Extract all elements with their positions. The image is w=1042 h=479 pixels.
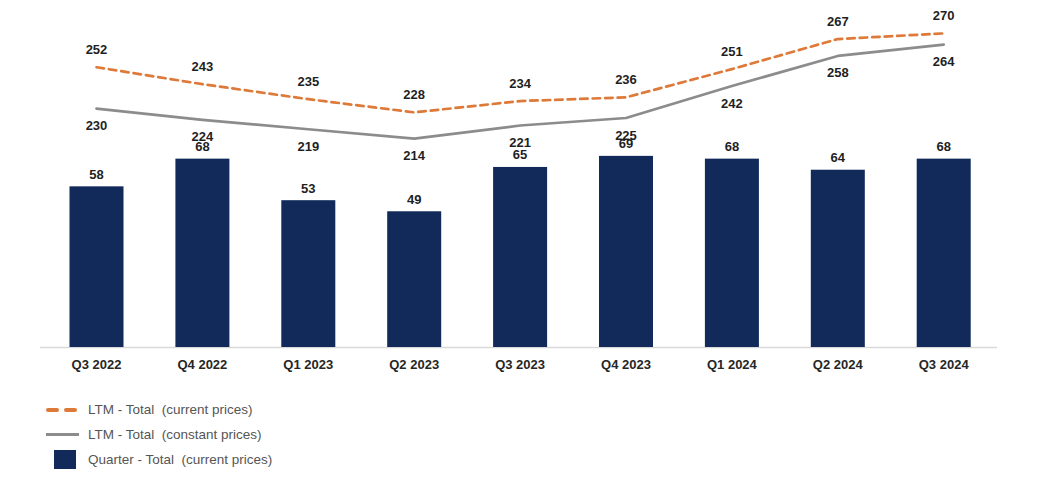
bar-q3-2022 bbox=[70, 186, 124, 347]
x-axis-label: Q1 2023 bbox=[283, 357, 333, 372]
x-axis-label: Q3 2023 bbox=[495, 357, 545, 372]
bar-value-label: 64 bbox=[831, 150, 846, 165]
bar-value-label: 68 bbox=[725, 139, 739, 154]
ltm-current-value-label: 267 bbox=[827, 14, 849, 29]
solid-line-swatch-icon bbox=[46, 433, 84, 436]
line-segment-icon bbox=[46, 433, 79, 436]
ltm-constant-prices-line bbox=[97, 45, 944, 139]
legend-item-ltm-constant-prices: LTM - Total (constant prices) bbox=[46, 422, 272, 447]
ltm-constant-value-label: 242 bbox=[721, 96, 743, 111]
bar-q1-2024 bbox=[705, 159, 759, 347]
ltm-current-value-label: 236 bbox=[615, 72, 637, 87]
legend-item-ltm-current-prices: LTM - Total (current prices) bbox=[46, 397, 272, 422]
legend-label-ltm-constant-prices: LTM - Total (constant prices) bbox=[88, 427, 262, 442]
ltm-current-value-label: 243 bbox=[192, 59, 214, 74]
bar-value-label: 49 bbox=[407, 192, 421, 207]
ltm-current-prices-line bbox=[97, 33, 944, 112]
ltm-constant-value-label: 224 bbox=[192, 129, 214, 144]
bar-q1-2023 bbox=[281, 200, 335, 347]
bar-value-label: 53 bbox=[301, 181, 315, 196]
bar-value-label: 68 bbox=[936, 139, 950, 154]
ltm-constant-value-label: 258 bbox=[827, 65, 849, 80]
bar-swatch-icon bbox=[46, 450, 84, 469]
ltm-current-value-label: 228 bbox=[403, 87, 425, 102]
square-swatch-icon bbox=[54, 450, 76, 469]
ltm-current-value-label: 252 bbox=[86, 42, 108, 57]
bar-q3-2024 bbox=[917, 159, 971, 347]
dash-segment-icon bbox=[64, 408, 77, 412]
legend-label-ltm-current-prices: LTM - Total (current prices) bbox=[88, 402, 253, 417]
chart-legend: LTM - Total (current prices) LTM - Total… bbox=[46, 397, 272, 472]
chart-canvas: 5868534965696864682522432352282342362512… bbox=[0, 0, 1042, 479]
ltm-current-value-label: 251 bbox=[721, 44, 743, 59]
bar-q2-2023 bbox=[387, 211, 441, 347]
bar-q2-2024 bbox=[811, 170, 865, 347]
x-axis-label: Q3 2022 bbox=[72, 357, 122, 372]
x-axis-label: Q4 2023 bbox=[601, 357, 651, 372]
bar-q3-2023 bbox=[493, 167, 547, 347]
x-axis-label: Q2 2024 bbox=[813, 357, 864, 372]
ltm-current-value-label: 270 bbox=[933, 8, 955, 23]
dash-segment-icon bbox=[46, 408, 59, 412]
ltm-constant-value-label: 214 bbox=[403, 148, 425, 163]
ltm-current-value-label: 235 bbox=[297, 74, 319, 89]
legend-label-quarter-total: Quarter - Total (current prices) bbox=[88, 452, 272, 467]
x-axis-label: Q1 2024 bbox=[707, 357, 758, 372]
bar-value-label: 58 bbox=[89, 167, 103, 182]
ltm-constant-value-label: 264 bbox=[933, 54, 955, 69]
ltm-constant-value-label: 230 bbox=[86, 118, 108, 133]
ltm-constant-value-label: 225 bbox=[615, 128, 637, 143]
x-axis-label: Q3 2024 bbox=[919, 357, 970, 372]
ltm-constant-value-label: 219 bbox=[297, 139, 319, 154]
x-axis-label: Q4 2022 bbox=[177, 357, 227, 372]
legend-item-quarter-total: Quarter - Total (current prices) bbox=[46, 447, 272, 472]
bar-q4-2023 bbox=[599, 156, 653, 347]
bar-q4-2022 bbox=[175, 159, 229, 347]
ltm-constant-value-label: 221 bbox=[509, 135, 531, 150]
ltm-current-value-label: 234 bbox=[509, 76, 531, 91]
x-axis-label: Q2 2023 bbox=[389, 357, 439, 372]
dashed-line-swatch-icon bbox=[46, 408, 84, 412]
